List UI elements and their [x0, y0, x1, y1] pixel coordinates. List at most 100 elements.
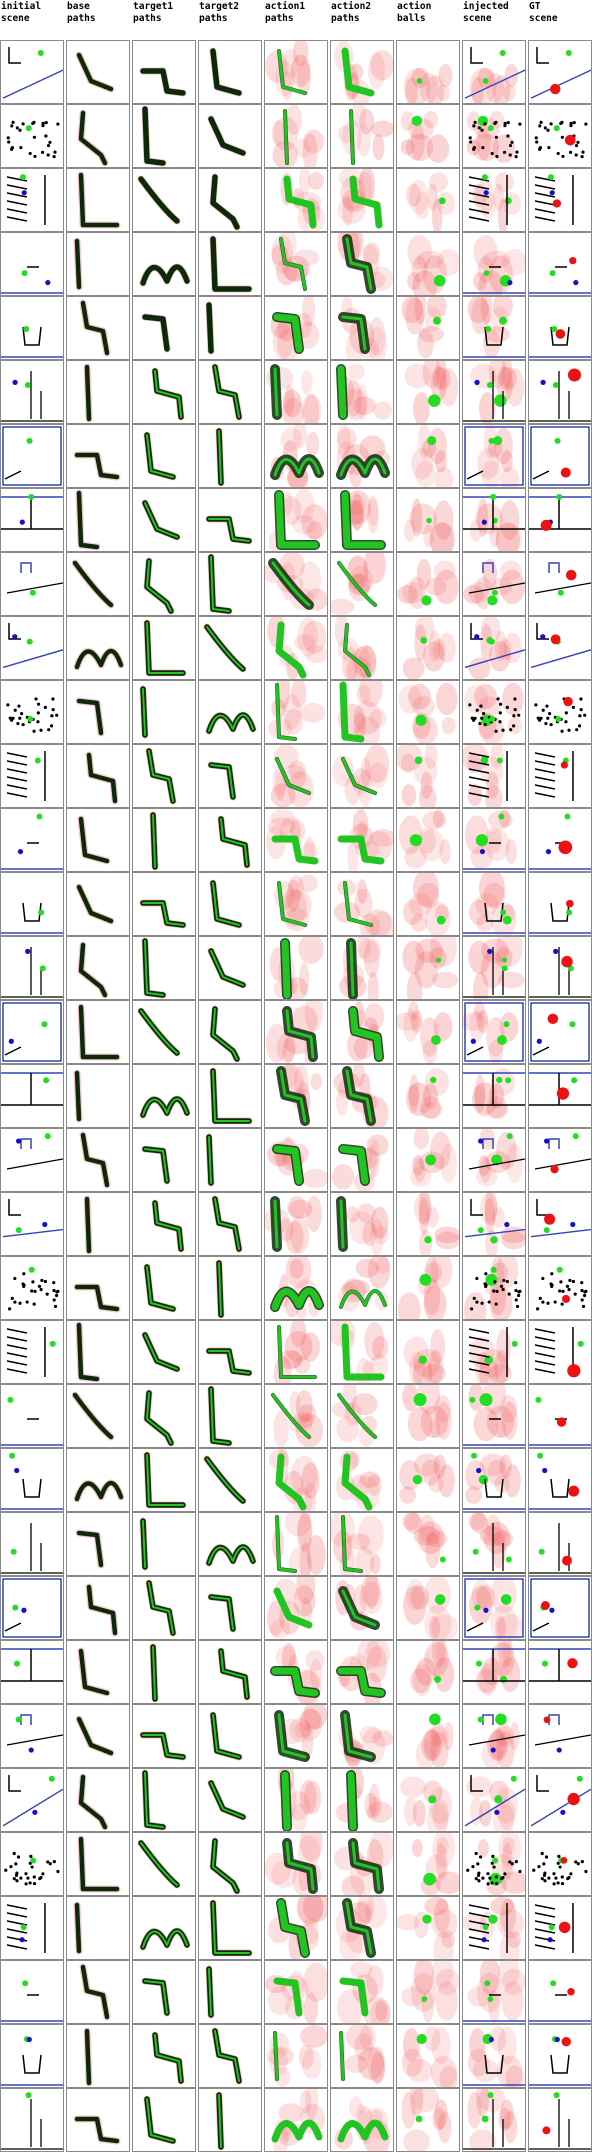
cell-action1-paths — [264, 296, 328, 360]
column-header-line1: action2 — [331, 1, 372, 12]
cell-image — [411, 425, 454, 487]
cell-action1-paths — [264, 552, 328, 616]
cell-action1-paths — [264, 2024, 328, 2088]
column-header-line1: GT — [529, 1, 541, 12]
cell-image — [339, 2025, 386, 2084]
cell-image — [265, 1195, 322, 1254]
cell-image — [203, 1455, 247, 1505]
cell-base-paths — [66, 552, 130, 616]
cell-image — [6, 1327, 56, 1377]
cell-action2-paths — [330, 232, 394, 296]
cell-image — [272, 1513, 326, 1575]
cell-gt-scene — [528, 1960, 592, 2024]
cell-action1-paths — [264, 1256, 328, 1320]
grid-row — [0, 2024, 594, 2088]
cell-action2-paths — [330, 1832, 394, 1896]
cell-image — [205, 711, 257, 735]
cell-image — [2, 1002, 62, 1062]
grid-row — [0, 1000, 594, 1064]
cell-action2-paths — [330, 680, 394, 744]
cell-action2-paths — [330, 1768, 394, 1832]
cell-action2-paths — [330, 1320, 394, 1384]
cell-initial-scene — [0, 1448, 64, 1512]
cell-target2-paths — [198, 1704, 262, 1768]
cell-image — [463, 1385, 525, 1446]
cell-image — [532, 1851, 588, 1886]
column-header-line1: initial — [1, 1, 42, 12]
cell-target2-paths — [198, 744, 262, 808]
cell-action-balls — [396, 2088, 460, 2152]
cell-action2-paths — [330, 808, 394, 872]
cell-image — [340, 490, 386, 550]
cell-image — [207, 1779, 247, 1821]
cell-image — [529, 1648, 591, 1682]
cell-image — [463, 361, 525, 423]
cell-image — [464, 47, 525, 103]
cell-base-paths — [66, 1320, 130, 1384]
cell-image — [529, 2092, 591, 2150]
cell-image — [463, 1001, 524, 1063]
cell-initial-scene — [0, 1000, 64, 1064]
cell-image — [139, 685, 149, 739]
cell-image — [268, 681, 326, 741]
cell-injected-scene — [462, 296, 526, 360]
cell-image — [397, 1001, 453, 1063]
cell-image — [205, 1133, 215, 1187]
grid-row — [0, 1704, 594, 1768]
cell-initial-scene — [0, 360, 64, 424]
cell-target2-paths — [198, 808, 262, 872]
cell-image — [468, 172, 522, 231]
cell-image — [268, 489, 327, 551]
cell-action2-paths — [330, 1128, 394, 1192]
cell-action2-paths — [330, 424, 394, 488]
cell-action-balls — [396, 1960, 460, 2024]
cell-image — [411, 1833, 459, 1895]
cell-injected-scene — [462, 1192, 526, 1256]
cell-image — [271, 2089, 325, 2151]
cell-image — [403, 1577, 459, 1639]
cell-image — [73, 1069, 83, 1123]
cell-image — [141, 1331, 181, 1373]
cell-image — [4, 1851, 60, 1886]
cell-action1-paths — [264, 1320, 328, 1384]
cell-initial-scene — [0, 232, 64, 296]
cell-action-balls — [396, 1448, 460, 1512]
cell-image — [207, 761, 237, 801]
cell-action-balls — [396, 168, 460, 232]
cell-action1-paths — [264, 1704, 328, 1768]
cell-action-balls — [396, 1640, 460, 1704]
cell-image — [335, 1450, 382, 1511]
cell-image — [464, 425, 524, 487]
cell-action-balls — [396, 1320, 460, 1384]
cell-image — [265, 1833, 323, 1895]
cell-image — [209, 235, 253, 293]
cell-action1-paths — [264, 2088, 328, 2152]
cell-target1-paths — [132, 1000, 196, 1064]
cell-injected-scene — [462, 488, 526, 552]
cell-image — [401, 297, 447, 359]
cell-initial-scene — [0, 488, 64, 552]
cell-image — [333, 879, 393, 935]
cell-image — [397, 745, 438, 807]
cell-image — [534, 1903, 574, 1953]
cell-initial-scene — [0, 616, 64, 680]
cell-image — [79, 1963, 111, 2021]
cell-image — [463, 297, 525, 359]
cell-image — [71, 1391, 115, 1441]
column-header-line1: action — [397, 1, 432, 12]
cell-injected-scene — [462, 1576, 526, 1640]
cell-gt-scene — [528, 808, 592, 872]
cell-target1-paths — [132, 552, 196, 616]
cell-image — [215, 2091, 225, 2151]
column-header-action2-paths: action2 paths — [331, 1, 371, 25]
cell-target2-paths — [198, 1896, 262, 1960]
cell-base-paths — [66, 1000, 130, 1064]
cell-image — [410, 1129, 457, 1187]
cell-base-paths — [66, 1128, 130, 1192]
cell-action-balls — [396, 808, 460, 872]
grid-row — [0, 168, 594, 232]
cell-image — [207, 1593, 237, 1633]
cell-image — [334, 617, 377, 679]
cell-gt-scene — [528, 1576, 592, 1640]
cell-base-paths — [66, 872, 130, 936]
